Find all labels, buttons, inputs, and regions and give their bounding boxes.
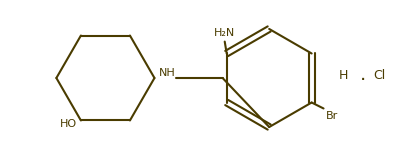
Text: Br: Br (326, 111, 338, 121)
Text: NH: NH (158, 68, 175, 78)
Text: H: H (339, 68, 348, 82)
Text: H₂N: H₂N (214, 28, 235, 38)
Text: ·: · (360, 71, 366, 90)
Text: Cl: Cl (374, 68, 386, 82)
Text: HO: HO (60, 119, 77, 129)
